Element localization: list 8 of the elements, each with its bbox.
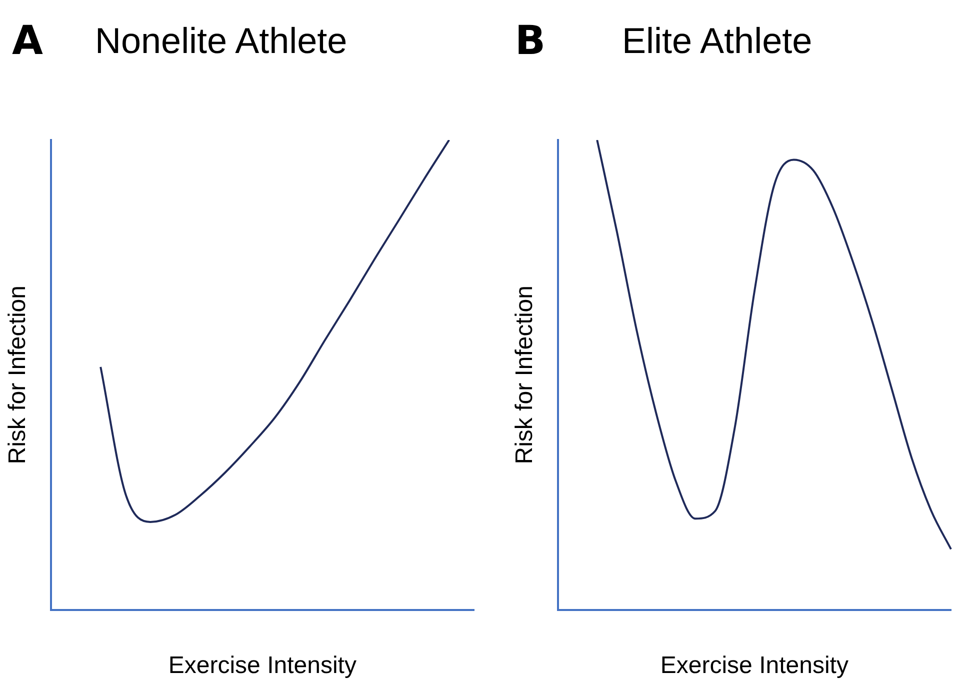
y-axis-title: Risk for Infection: [511, 286, 538, 464]
y-axis-title: Risk for Infection: [4, 286, 32, 464]
x-axis-title: Exercise Intensity: [168, 652, 356, 680]
x-axis-title: Exercise Intensity: [660, 652, 848, 680]
chart-title: Elite Athlete: [622, 20, 812, 62]
text: A: [12, 18, 43, 64]
text: B: [515, 18, 546, 64]
chart-title: Nonelite Athlete: [95, 20, 348, 62]
